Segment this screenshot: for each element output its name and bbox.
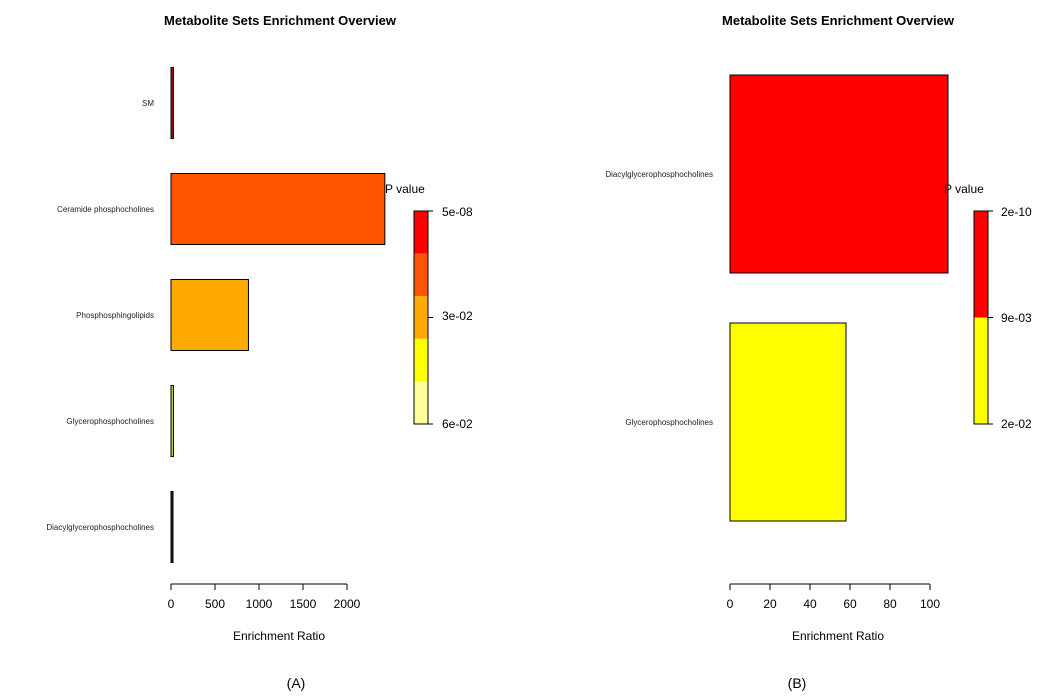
- chart-a-x-axis-label: Enrichment Ratio: [233, 629, 325, 643]
- bar-phosphosphingolipids: [170, 279, 249, 351]
- legend-swatch: [974, 317, 988, 424]
- chart-panel-a: Metabolite Sets Enrichment Overview SM Ce…: [46, 13, 473, 643]
- panel-label-a: (A): [287, 675, 306, 691]
- chart-a-legend-title: P value: [385, 182, 425, 196]
- chart-b-legend-label-high: 2e-10: [1001, 205, 1032, 219]
- category-label: SM: [142, 99, 154, 108]
- legend-swatch: [414, 211, 428, 254]
- panel-label-b: (B): [788, 675, 807, 691]
- chart-a-legend-label-low: 6e-02: [442, 417, 473, 431]
- legend-swatch: [414, 338, 428, 382]
- chart-b-legend-label-mid: 9e-03: [1001, 311, 1032, 325]
- legend-swatch: [414, 253, 428, 297]
- chart-b-legend-ticks: [988, 210, 993, 425]
- legend-swatch: [414, 296, 428, 339]
- category-label: Phosphosphingolipids: [76, 311, 154, 320]
- x-tick-label: 1000: [246, 597, 273, 611]
- chart-b-bars: [729, 74, 949, 522]
- x-tick-label: 80: [883, 597, 897, 611]
- bar-ceramide-phosphocholines: [170, 173, 386, 245]
- chart-a-title: Metabolite Sets Enrichment Overview: [164, 13, 397, 28]
- x-tick-label: 100: [920, 597, 940, 611]
- chart-a-legend-ticks: [428, 210, 433, 425]
- category-label: Glycerophosphocholines: [66, 417, 154, 426]
- chart-a-legend-label-mid: 3e-02: [442, 309, 473, 323]
- x-tick-label: 60: [843, 597, 857, 611]
- category-label: Glycerophosphocholines: [625, 418, 713, 427]
- chart-b-x-axis-label: Enrichment Ratio: [792, 629, 884, 643]
- chart-b-category-labels: Diacylglycerophosphocholines Glycerophosp…: [605, 170, 713, 427]
- legend-swatch: [414, 381, 428, 424]
- x-tick-label: 0: [727, 597, 734, 611]
- bar-glycerophosphocholines: [170, 385, 174, 457]
- x-tick-label: 500: [205, 597, 225, 611]
- chart-a-category-labels: SM Ceramide phosphocholines Phosphosphingo…: [46, 99, 154, 532]
- bar-diacylglycerophosphocholines: [729, 74, 949, 274]
- chart-a-x-ticks: 0 500 1000 1500 2000: [168, 584, 361, 611]
- chart-a-bars: [170, 67, 386, 563]
- category-label: Ceramide phosphocholines: [57, 205, 154, 214]
- x-tick-label: 2000: [334, 597, 361, 611]
- chart-a-legend-swatches: [413, 210, 429, 425]
- chart-b-legend-label-low: 2e-02: [1001, 417, 1032, 431]
- legend-swatch: [974, 211, 988, 318]
- chart-b-legend-title: P value: [944, 182, 984, 196]
- x-tick-label: 40: [803, 597, 817, 611]
- chart-b-legend: P value 2e-10 9e-03 2e-02: [944, 182, 1032, 431]
- x-tick-label: 20: [763, 597, 777, 611]
- chart-a-legend-label-high: 5e-08: [442, 205, 473, 219]
- bar-glycerophosphocholines: [729, 322, 847, 522]
- bar-sm: [170, 67, 174, 139]
- x-tick-label: 0: [168, 597, 175, 611]
- chart-b-x-ticks: 0 20 40 60 80 100: [727, 584, 940, 611]
- category-label: Diacylglycerophosphocholines: [46, 523, 154, 532]
- chart-b-title: Metabolite Sets Enrichment Overview: [722, 13, 955, 28]
- chart-b-legend-swatches: [973, 210, 989, 425]
- x-tick-label: 1500: [290, 597, 317, 611]
- chart-panel-b: Metabolite Sets Enrichment Overview Diac…: [605, 13, 1032, 643]
- bar-diacylglycerophosphocholines: [170, 491, 174, 563]
- category-label: Diacylglycerophosphocholines: [605, 170, 713, 179]
- chart-a-legend: P value 5e-08 3e-02 6e-02: [385, 182, 473, 431]
